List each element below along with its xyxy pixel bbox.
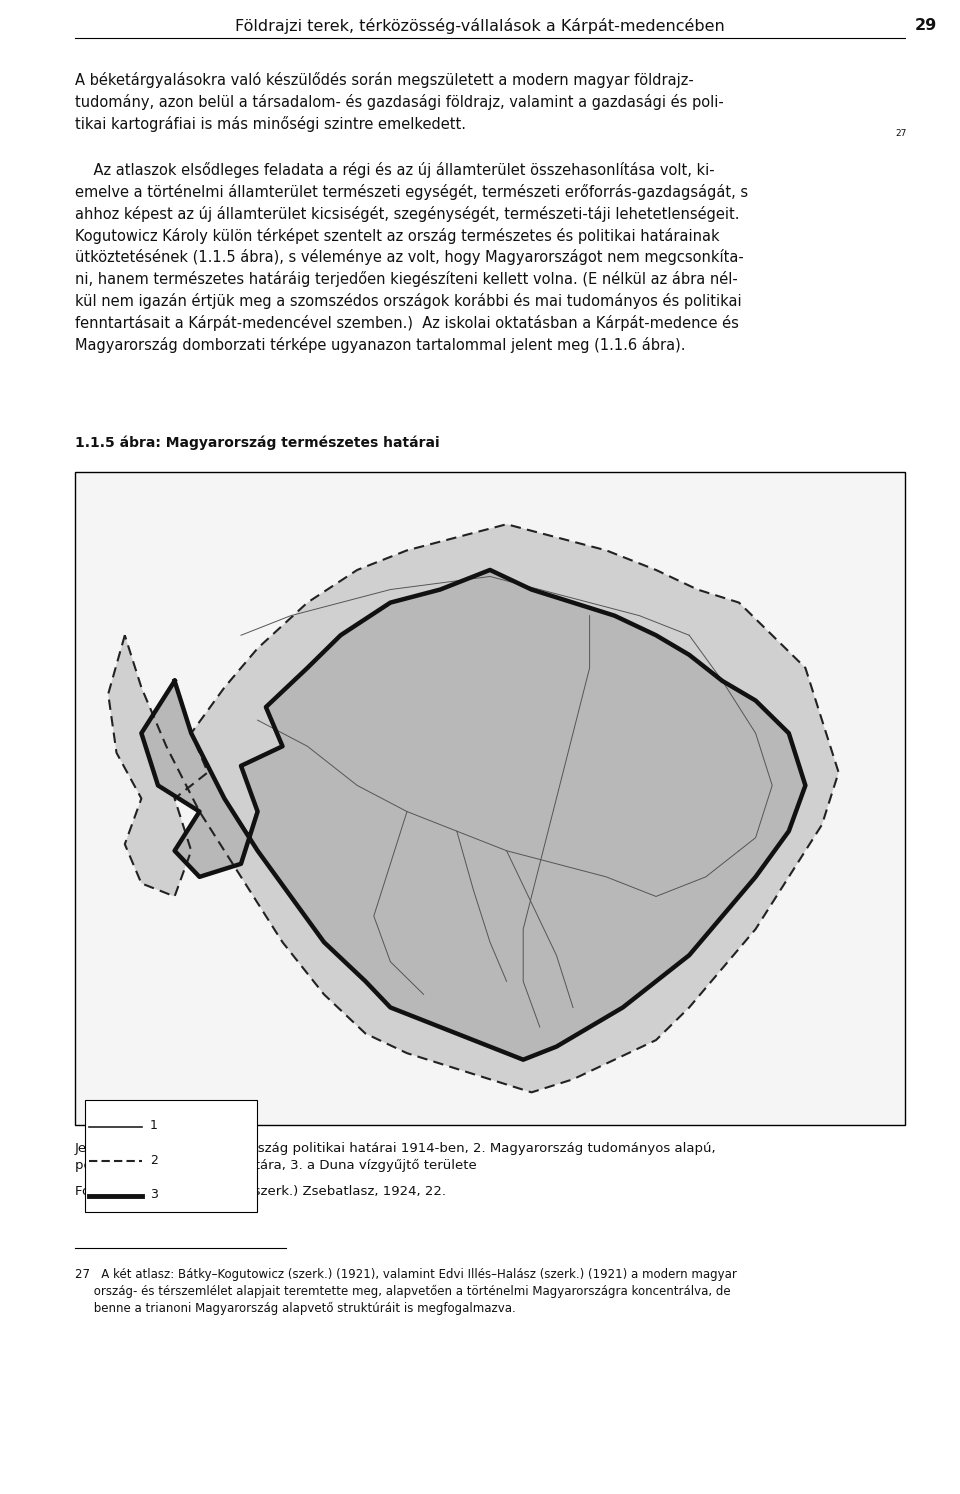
- Text: 3: 3: [150, 1188, 157, 1201]
- Text: A béketárgyalásokra való készülődés során megszületett a modern magyar földrajz-: A béketárgyalásokra való készülődés sorá…: [75, 72, 724, 131]
- Bar: [75, 472, 905, 1125]
- Text: Forrás: Bátky–Kogutowicz (szerk.) Zsebatlasz, 1924, 22.: Forrás: Bátky–Kogutowicz (szerk.) Zsebat…: [75, 1185, 446, 1198]
- Polygon shape: [108, 524, 839, 1092]
- Text: 1: 1: [150, 1119, 157, 1132]
- Text: Az atlaszok elsődleges feladata a régi és az új államterület összehasonlítása vo: Az atlaszok elsődleges feladata a régi é…: [75, 161, 748, 353]
- Polygon shape: [141, 569, 805, 1059]
- Text: 2: 2: [150, 1153, 157, 1167]
- Text: Jelmagyarázat: 1. Magyarország politikai határai 1914-ben, 2. Magyarország tudom: Jelmagyarázat: 1. Magyarország politikai…: [75, 1141, 716, 1173]
- Text: 1.1.5 ábra: Magyarország természetes határai: 1.1.5 ábra: Magyarország természetes hat…: [75, 435, 440, 450]
- Text: Földrajzi terek, térközösség-vállalások a Kárpát-medencében: Földrajzi terek, térközösség-vállalások …: [235, 18, 725, 34]
- Text: 27: 27: [896, 128, 907, 137]
- Text: 27   A két atlasz: Bátky–Kogutowicz (szerk.) (1921), valamint Edvi Illés–Halász : 27 A két atlasz: Bátky–Kogutowicz (szerk…: [75, 1268, 737, 1315]
- Text: 29: 29: [915, 18, 937, 33]
- Polygon shape: [141, 569, 805, 1059]
- Bar: [84, 1100, 257, 1212]
